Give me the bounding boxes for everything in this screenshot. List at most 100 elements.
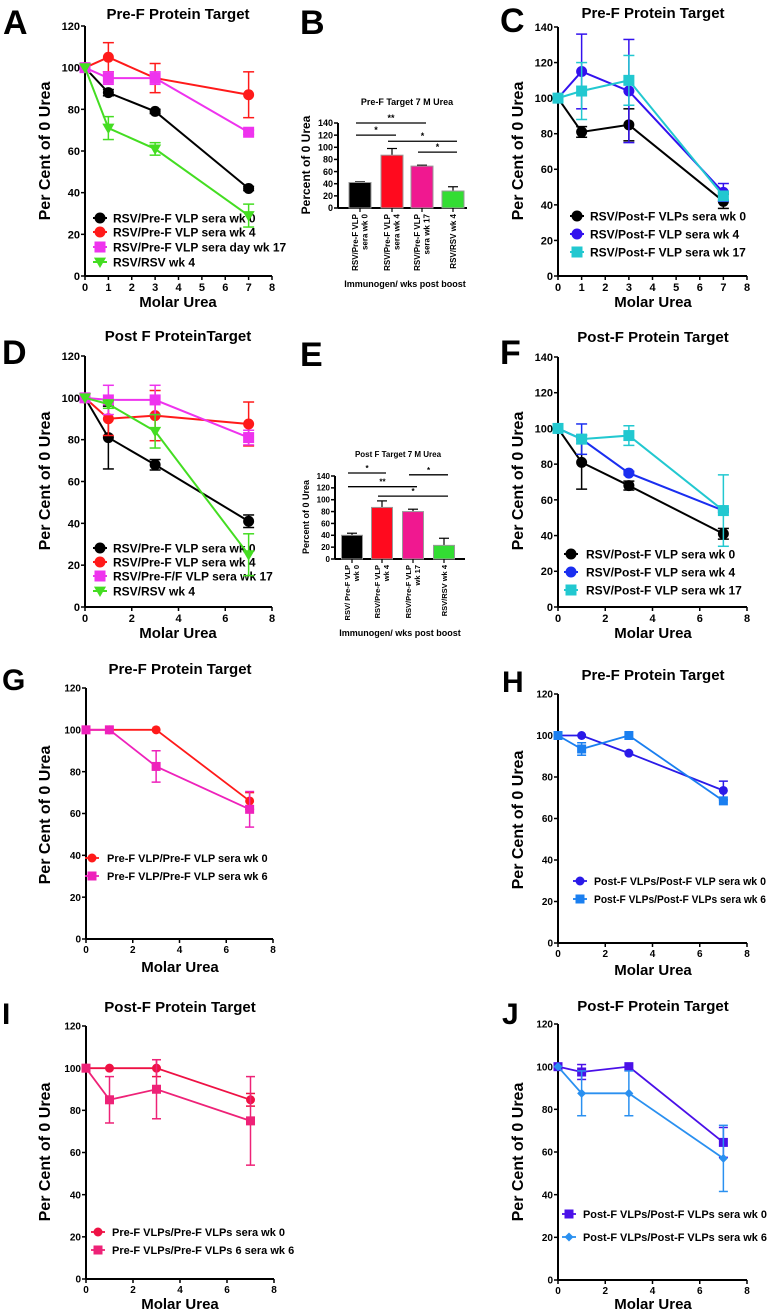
legend-marker — [564, 1209, 574, 1219]
x-tick-label: 0 — [555, 613, 561, 625]
x-tick-label: 6 — [697, 949, 703, 960]
x-tick-label: 3 — [152, 282, 158, 294]
y-tick-label: 120 — [536, 690, 553, 701]
category-label: RSV/Pre-F VLPsera wk 4 — [383, 213, 402, 271]
x-tick-label: 2 — [602, 949, 608, 960]
data-point — [152, 1084, 161, 1094]
y-tick-label: 100 — [62, 63, 80, 75]
legend-entry: RSV/Post-F VLP sera wk 4 — [564, 565, 735, 579]
x-axis-label: Molar Urea — [139, 294, 217, 311]
series-line — [86, 728, 251, 802]
panel-j: J Post-F Protein Target Per Cent of 0 Urea… — [502, 998, 767, 1313]
bar — [441, 190, 465, 209]
category-label: RSV/Pre-F VLPwk 4 — [373, 564, 391, 618]
y-tick-label: 120 — [62, 21, 80, 33]
category-label: RSV/Pre-F VLPsera wk 17 — [413, 213, 432, 271]
y-tick-label: 80 — [68, 104, 80, 116]
series-line — [84, 67, 250, 217]
y-tick-label: 80 — [541, 459, 553, 471]
y-tick-label: 0 — [75, 935, 81, 946]
data-point — [552, 422, 564, 434]
x-tick-label: 8 — [744, 282, 750, 294]
y-tick-label: 40 — [68, 518, 80, 530]
x-tick-label: 8 — [269, 282, 275, 294]
legend-entry: Pre-F VLPs/Pre-F VLPs 6 sera wk 6 — [91, 1245, 294, 1257]
y-tick-label: 20 — [542, 897, 554, 908]
panel-c: C Pre-F Protein Target Per Cent of 0 Urea M… — [500, 2, 750, 311]
panel-letter: A — [3, 4, 28, 42]
y-tick-label: 20 — [323, 191, 333, 201]
x-tick-label: 6 — [223, 945, 229, 956]
legend-label: RSV/Post-F VLP sera wk 0 — [586, 547, 735, 561]
data-point — [243, 515, 255, 527]
y-tick-label: 120 — [64, 684, 81, 695]
y-axis-label: Per Cent of 0 Urea — [510, 82, 527, 221]
x-axis-label: Molar Urea — [141, 1296, 219, 1313]
y-tick-label: 0 — [328, 203, 333, 213]
series-2 — [81, 725, 255, 828]
legend-entry: Post-F VLPs/Post-F VLPs sera wk 6 — [562, 1232, 767, 1244]
y-axis-label: Per Cent of 0 Urea — [37, 1083, 54, 1222]
panel-letter: D — [2, 334, 27, 372]
legend-entry: RSV/Post-F VLP sera wk 0 — [564, 547, 735, 561]
y-tick-label: 60 — [541, 164, 553, 176]
x-axis-label: Molar Urea — [614, 962, 692, 979]
y-tick-label: 0 — [547, 271, 553, 283]
y-tick-label: 0 — [74, 271, 80, 283]
bar — [371, 506, 393, 560]
data-point — [245, 804, 255, 814]
legend-entry: RSV/Pre-F VLP sera day wk 17 — [93, 240, 287, 254]
x-tick-label: 2 — [129, 613, 135, 625]
legend-marker — [93, 257, 107, 269]
data-point — [149, 144, 162, 155]
x-tick-label: 0 — [555, 949, 561, 960]
data-point — [149, 394, 161, 406]
y-tick-label: 0 — [547, 602, 553, 614]
series-4 — [78, 63, 255, 228]
x-tick-label: 8 — [744, 613, 750, 625]
y-tick-label: 100 — [64, 725, 81, 736]
legend-label: Pre-F VLPs/Pre-F VLPs sera wk 0 — [112, 1227, 285, 1239]
series-line — [557, 427, 724, 535]
data-point — [577, 1088, 587, 1098]
y-tick-label: 140 — [535, 352, 553, 364]
y-tick-label: 120 — [535, 388, 553, 400]
y-tick-label: 40 — [70, 851, 82, 862]
x-axis-label: Molar Urea — [614, 294, 692, 311]
legend-label: RSV/Pre-F VLP sera wk 4 — [113, 225, 256, 239]
category-label-line: sera wk 17 — [423, 213, 432, 254]
legend-entry: RSV/Post-F VLP sera wk 17 — [564, 583, 742, 597]
panel-a: A Pre-F Protein Target Per Cent of 0 Urea M… — [3, 4, 287, 311]
legend-marker — [94, 241, 106, 253]
legend-label: Pre-F VLP/Pre-F VLP sera wk 6 — [107, 871, 268, 883]
series-2 — [552, 33, 729, 203]
x-tick-label: 6 — [697, 613, 703, 625]
x-tick-label: 7 — [246, 282, 252, 294]
chart-title: Pre-F Protein Target — [106, 6, 249, 23]
x-tick-label: 7 — [720, 282, 726, 294]
y-tick-label: 80 — [542, 773, 554, 784]
panel-letter: C — [500, 2, 525, 40]
y-tick-label: 80 — [541, 129, 553, 141]
panel-letter: I — [2, 998, 10, 1031]
panel-f: F Post-F Protein Target Per Cent of 0 Urea… — [500, 329, 750, 642]
y-tick-label: 120 — [318, 130, 333, 140]
y-tick-label: 40 — [321, 531, 330, 540]
legend-entry: Post-F VLPs/Post-F VLPs sera wk 6 — [573, 894, 766, 906]
panel-letter: J — [502, 998, 519, 1031]
x-tick-label: 3 — [626, 282, 632, 294]
bar — [433, 544, 455, 560]
y-tick-label: 140 — [318, 118, 333, 128]
legend-marker — [565, 566, 577, 578]
y-tick-label: 120 — [536, 1020, 553, 1031]
x-axis-label: Molar Urea — [139, 625, 217, 642]
series-3 — [552, 422, 729, 548]
x-axis-label: Molar Urea — [614, 625, 692, 642]
y-tick-label: 0 — [547, 939, 553, 950]
category-label-line: wk 4 — [382, 564, 391, 582]
data-point — [81, 1063, 91, 1073]
category-label-line: RSV/ Pre-F VLP — [343, 565, 352, 620]
series-line — [557, 1066, 724, 1160]
x-axis-label: Immunogen/ wks post boost — [339, 628, 461, 638]
